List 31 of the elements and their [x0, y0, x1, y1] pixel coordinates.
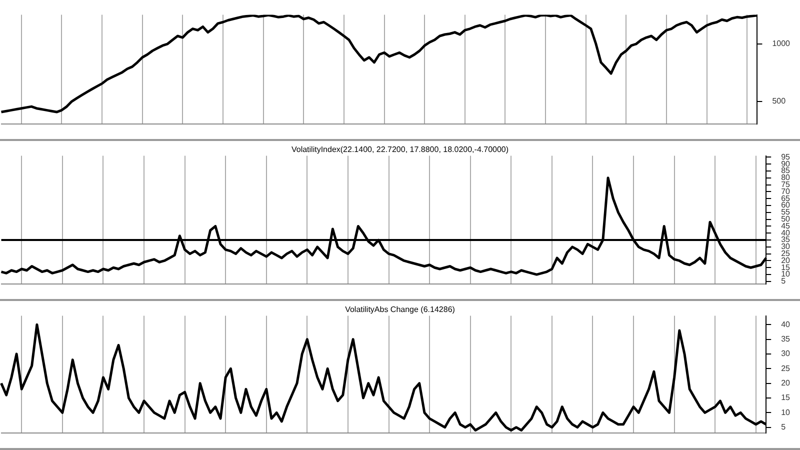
- y-tick-label: 5: [781, 422, 786, 432]
- y-tick-label: 85: [781, 166, 791, 176]
- chart-title: VolatilityIndex(22.1400, 22.7200, 17.8800, 18.0200,-4.70000): [291, 145, 509, 154]
- y-tick-label: 75: [781, 180, 791, 189]
- y-tick-label: 25: [781, 364, 791, 373]
- y-tick-label: 45: [781, 221, 791, 230]
- y-tick-label: 40: [781, 228, 791, 238]
- chart-title: VolatilityAbs Change (6.14286): [345, 305, 456, 314]
- y-tick-label: 80: [781, 173, 791, 182]
- y-tick-label: 95: [781, 152, 791, 162]
- y-tick-label: 10: [781, 408, 791, 417]
- y-tick-label: 60: [781, 200, 791, 210]
- y-tick-label: 90: [781, 159, 791, 168]
- y-tick-label: 25: [781, 249, 791, 258]
- y-tick-label: 30: [781, 242, 791, 252]
- y-tick-label: 15: [781, 393, 791, 402]
- y-tick-label: 20: [781, 378, 791, 388]
- y-tick-label: 500: [772, 96, 786, 106]
- y-tick-label: 5: [781, 276, 786, 286]
- y-tick-label: 70: [781, 186, 791, 196]
- y-tick-label: 35: [781, 334, 791, 344]
- y-tick-label: 10: [781, 270, 791, 279]
- y-tick-label: 65: [781, 194, 791, 203]
- y-tick-label: 15: [781, 262, 791, 272]
- y-tick-label: 1000: [772, 39, 791, 48]
- y-tick-label: 50: [781, 214, 791, 224]
- y-tick-label: 35: [781, 235, 791, 244]
- y-tick-label: 55: [781, 208, 791, 217]
- y-tick-label: 40: [781, 320, 791, 329]
- y-tick-label: 20: [781, 256, 791, 265]
- y-tick-label: 30: [781, 349, 791, 358]
